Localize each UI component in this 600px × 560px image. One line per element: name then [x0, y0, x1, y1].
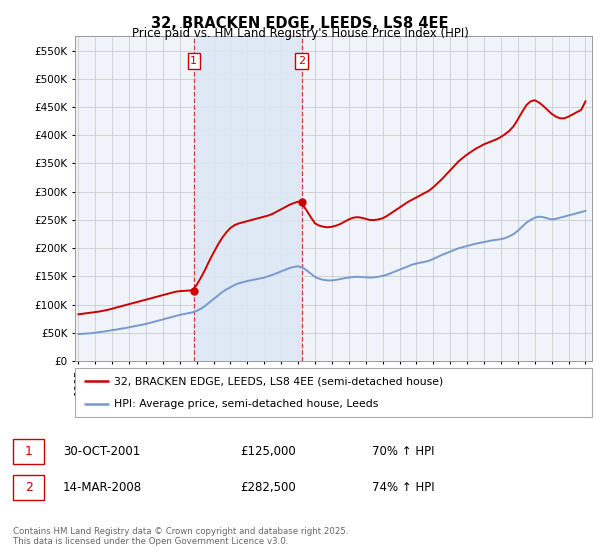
Text: 14-MAR-2008: 14-MAR-2008: [63, 480, 142, 494]
Text: 2: 2: [298, 56, 305, 66]
Text: Price paid vs. HM Land Registry's House Price Index (HPI): Price paid vs. HM Land Registry's House …: [131, 27, 469, 40]
Text: £125,000: £125,000: [240, 445, 296, 458]
Bar: [194, 36, 302, 361]
Text: 74% ↑ HPI: 74% ↑ HPI: [372, 480, 434, 494]
Text: 32, BRACKEN EDGE, LEEDS, LS8 4EE (semi-detached house): 32, BRACKEN EDGE, LEEDS, LS8 4EE (semi-d…: [114, 376, 443, 386]
Text: 1: 1: [190, 56, 197, 66]
Text: 30-OCT-2001: 30-OCT-2001: [63, 445, 140, 458]
Text: HPI: Average price, semi-detached house, Leeds: HPI: Average price, semi-detached house,…: [114, 399, 378, 409]
Text: £282,500: £282,500: [240, 480, 296, 494]
Text: 1: 1: [25, 445, 33, 458]
FancyBboxPatch shape: [75, 368, 592, 417]
Text: Contains HM Land Registry data © Crown copyright and database right 2025.
This d: Contains HM Land Registry data © Crown c…: [13, 526, 349, 546]
Text: 2: 2: [25, 480, 33, 494]
Text: 32, BRACKEN EDGE, LEEDS, LS8 4EE: 32, BRACKEN EDGE, LEEDS, LS8 4EE: [151, 16, 449, 31]
Text: 70% ↑ HPI: 70% ↑ HPI: [372, 445, 434, 458]
